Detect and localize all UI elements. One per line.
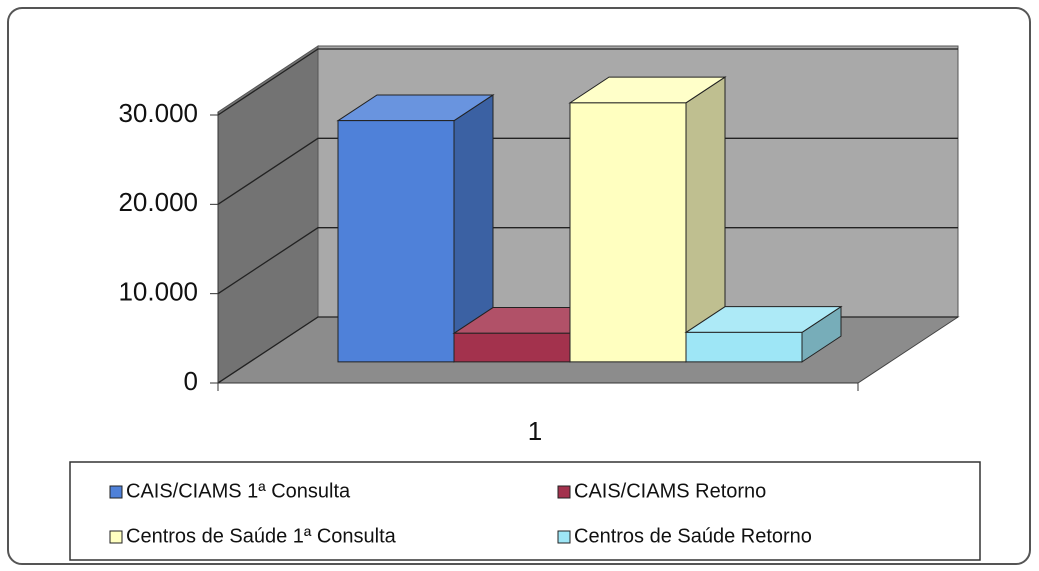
legend-swatch	[109, 485, 123, 499]
legend-label: CAIS/CIAMS 1ª Consulta	[126, 480, 351, 502]
legend-label: CAIS/CIAMS Retorno	[574, 480, 766, 502]
x-tick-label: 1	[528, 416, 542, 446]
grid-line	[217, 227, 958, 295]
legend-swatch	[109, 530, 123, 544]
legend-label: Centros de Saúde 1ª Consulta	[126, 525, 397, 547]
legend-swatch	[557, 530, 571, 544]
bar	[685, 331, 803, 363]
bar	[453, 332, 571, 363]
y-tick-label: 20.000	[118, 187, 198, 217]
grid-line	[217, 137, 958, 205]
legend-swatch	[557, 485, 571, 499]
legend-label: Centros de Saúde Retorno	[574, 525, 812, 547]
y-tick-label: 30.000	[118, 98, 198, 128]
grid-line	[217, 48, 958, 116]
bar	[569, 102, 687, 363]
legend-box	[69, 461, 981, 561]
y-tick-label: 0	[184, 366, 198, 396]
bar	[337, 120, 455, 363]
y-tick-label: 10.000	[118, 277, 198, 307]
